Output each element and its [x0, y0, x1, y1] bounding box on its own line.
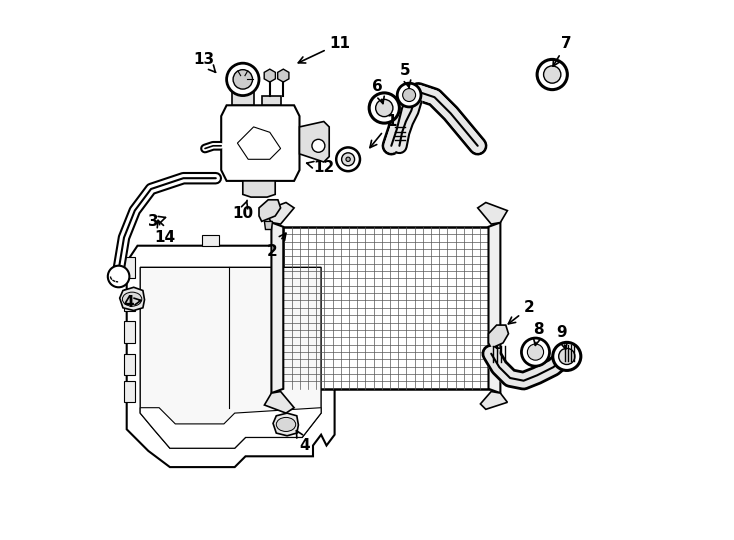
Polygon shape [264, 69, 275, 82]
Text: 8: 8 [534, 322, 544, 346]
Polygon shape [127, 246, 335, 467]
Polygon shape [203, 235, 219, 246]
Circle shape [341, 153, 355, 166]
Circle shape [397, 83, 421, 107]
Polygon shape [489, 222, 501, 393]
Polygon shape [489, 325, 509, 348]
Text: 5: 5 [399, 63, 411, 87]
Text: 11: 11 [298, 36, 351, 63]
Circle shape [528, 344, 544, 360]
Polygon shape [299, 122, 330, 162]
Text: 1: 1 [370, 114, 396, 147]
Text: 3: 3 [148, 214, 166, 229]
Circle shape [521, 338, 550, 366]
Polygon shape [480, 392, 507, 409]
Text: 2: 2 [267, 233, 286, 259]
Circle shape [403, 89, 415, 102]
Circle shape [233, 70, 252, 89]
Polygon shape [283, 227, 489, 389]
Text: 2: 2 [509, 300, 534, 324]
Polygon shape [237, 127, 280, 159]
Polygon shape [277, 69, 289, 82]
Circle shape [227, 63, 259, 96]
Polygon shape [221, 105, 299, 181]
Polygon shape [264, 221, 272, 229]
Polygon shape [124, 321, 135, 343]
Circle shape [346, 157, 350, 161]
Polygon shape [232, 92, 254, 105]
Circle shape [376, 99, 393, 117]
Text: 4: 4 [123, 295, 141, 310]
Circle shape [108, 266, 129, 287]
Circle shape [369, 93, 399, 123]
Text: 13: 13 [193, 52, 216, 72]
Polygon shape [273, 413, 299, 436]
Text: 12: 12 [307, 160, 335, 175]
Polygon shape [264, 202, 294, 224]
Polygon shape [478, 202, 507, 224]
Circle shape [544, 66, 561, 83]
Circle shape [559, 348, 575, 364]
Polygon shape [259, 200, 280, 221]
Text: 4: 4 [297, 430, 310, 453]
Text: 7: 7 [553, 36, 572, 66]
Circle shape [336, 147, 360, 171]
Circle shape [537, 59, 567, 90]
Text: 9: 9 [556, 325, 567, 349]
Polygon shape [124, 354, 135, 375]
Text: 14: 14 [154, 220, 175, 245]
Polygon shape [140, 267, 321, 448]
Polygon shape [262, 96, 280, 105]
Polygon shape [243, 181, 275, 197]
Polygon shape [120, 287, 145, 310]
Circle shape [312, 139, 325, 152]
Ellipse shape [276, 417, 296, 431]
Polygon shape [124, 289, 135, 310]
Polygon shape [140, 408, 321, 448]
Polygon shape [124, 381, 135, 402]
Text: 6: 6 [372, 79, 384, 104]
Ellipse shape [123, 292, 142, 306]
Polygon shape [264, 392, 294, 413]
Polygon shape [494, 348, 501, 356]
Text: 10: 10 [232, 200, 253, 221]
Polygon shape [272, 222, 283, 393]
Circle shape [553, 342, 581, 370]
Polygon shape [124, 256, 135, 278]
